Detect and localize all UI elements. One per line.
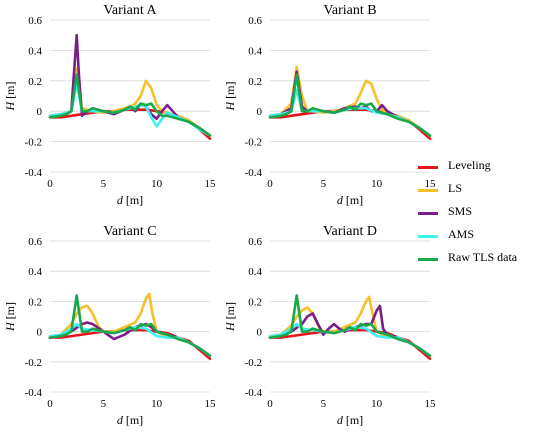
legend-swatch-raw-tls bbox=[418, 258, 438, 261]
y-tick-label: 0 bbox=[37, 106, 43, 118]
chart-title: Variant B bbox=[323, 3, 376, 18]
series-line-raw-tls-data bbox=[268, 73, 432, 137]
y-tick-label: 0.4 bbox=[28, 266, 42, 278]
x-tick-label: 15 bbox=[425, 398, 437, 410]
y-tick-label: 0.2 bbox=[28, 76, 42, 88]
y-tick-label: -0.4 bbox=[25, 387, 43, 399]
x-tick-label: 0 bbox=[47, 178, 53, 190]
legend-label: AMS bbox=[448, 227, 475, 241]
y-tick-label: -0.2 bbox=[245, 137, 262, 149]
series-line-raw-tls-data bbox=[48, 73, 212, 137]
y-tick-label: 0.6 bbox=[28, 236, 42, 248]
legend-swatch-ls bbox=[418, 189, 438, 192]
x-tick-label: 15 bbox=[205, 178, 217, 190]
x-tick-label: 0 bbox=[47, 398, 53, 410]
legend-label: Raw TLS data bbox=[448, 250, 518, 264]
y-tick-label: -0.4 bbox=[245, 167, 263, 179]
legend-swatch-ams bbox=[418, 235, 438, 238]
y-tick-label: 0.6 bbox=[28, 15, 42, 27]
legend-swatch-sms bbox=[418, 212, 438, 215]
x-tick-label: 10 bbox=[371, 178, 383, 190]
y-tick-label: -0.2 bbox=[25, 137, 42, 149]
series-line-raw-tls-data bbox=[48, 294, 212, 358]
x-axis-label: d [m] bbox=[117, 413, 143, 427]
series-line-raw-tls-data bbox=[268, 294, 432, 358]
y-tick-label: 0.4 bbox=[248, 45, 262, 57]
x-tick-label: 5 bbox=[101, 178, 107, 190]
x-axis-label: d [m] bbox=[337, 413, 363, 427]
y-tick-label: 0 bbox=[37, 327, 43, 339]
y-tick-label: 0.2 bbox=[248, 76, 262, 88]
y-tick-label: 0.6 bbox=[248, 236, 262, 248]
y-axis-label: H [m] bbox=[223, 302, 237, 332]
y-tick-label: -0.4 bbox=[245, 387, 263, 399]
y-tick-label: 0.2 bbox=[28, 296, 42, 308]
chart-title: Variant C bbox=[103, 224, 156, 239]
y-tick-label: 0 bbox=[257, 106, 263, 118]
x-tick-label: 10 bbox=[151, 398, 163, 410]
chart-title: Variant D bbox=[323, 224, 377, 239]
legend-swatch-leveling bbox=[418, 166, 438, 169]
x-tick-label: 15 bbox=[205, 398, 217, 410]
y-tick-label: -0.2 bbox=[245, 357, 262, 369]
chart-title: Variant A bbox=[103, 3, 157, 18]
x-axis-label: d [m] bbox=[337, 193, 363, 207]
y-tick-label: 0.4 bbox=[28, 45, 42, 57]
x-tick-label: 15 bbox=[425, 178, 437, 190]
legend-label: LS bbox=[448, 181, 463, 195]
x-tick-label: 5 bbox=[321, 178, 327, 190]
y-tick-label: 0.4 bbox=[248, 266, 262, 278]
x-tick-label: 10 bbox=[151, 178, 163, 190]
y-axis-label: H [m] bbox=[3, 81, 17, 111]
series-line-leveling bbox=[48, 328, 212, 361]
y-axis-label: H [m] bbox=[3, 302, 17, 332]
y-tick-label: 0 bbox=[257, 327, 263, 339]
y-tick-label: 0.2 bbox=[248, 296, 262, 308]
series-line-leveling bbox=[48, 108, 212, 140]
legend-label: SMS bbox=[448, 204, 473, 218]
x-tick-label: 0 bbox=[267, 178, 273, 190]
y-axis-label: H [m] bbox=[223, 81, 237, 111]
y-tick-label: 0.6 bbox=[248, 15, 262, 27]
y-tick-label: -0.2 bbox=[25, 357, 42, 369]
x-tick-label: 10 bbox=[371, 398, 383, 410]
legend-label: Leveling bbox=[448, 158, 491, 172]
x-tick-label: 5 bbox=[101, 398, 107, 410]
series-line-leveling bbox=[268, 328, 432, 361]
x-tick-label: 0 bbox=[267, 398, 273, 410]
series-line-leveling bbox=[268, 108, 432, 140]
x-tick-label: 5 bbox=[321, 398, 327, 410]
x-axis-label: d [m] bbox=[117, 193, 143, 207]
y-tick-label: -0.4 bbox=[25, 167, 43, 179]
